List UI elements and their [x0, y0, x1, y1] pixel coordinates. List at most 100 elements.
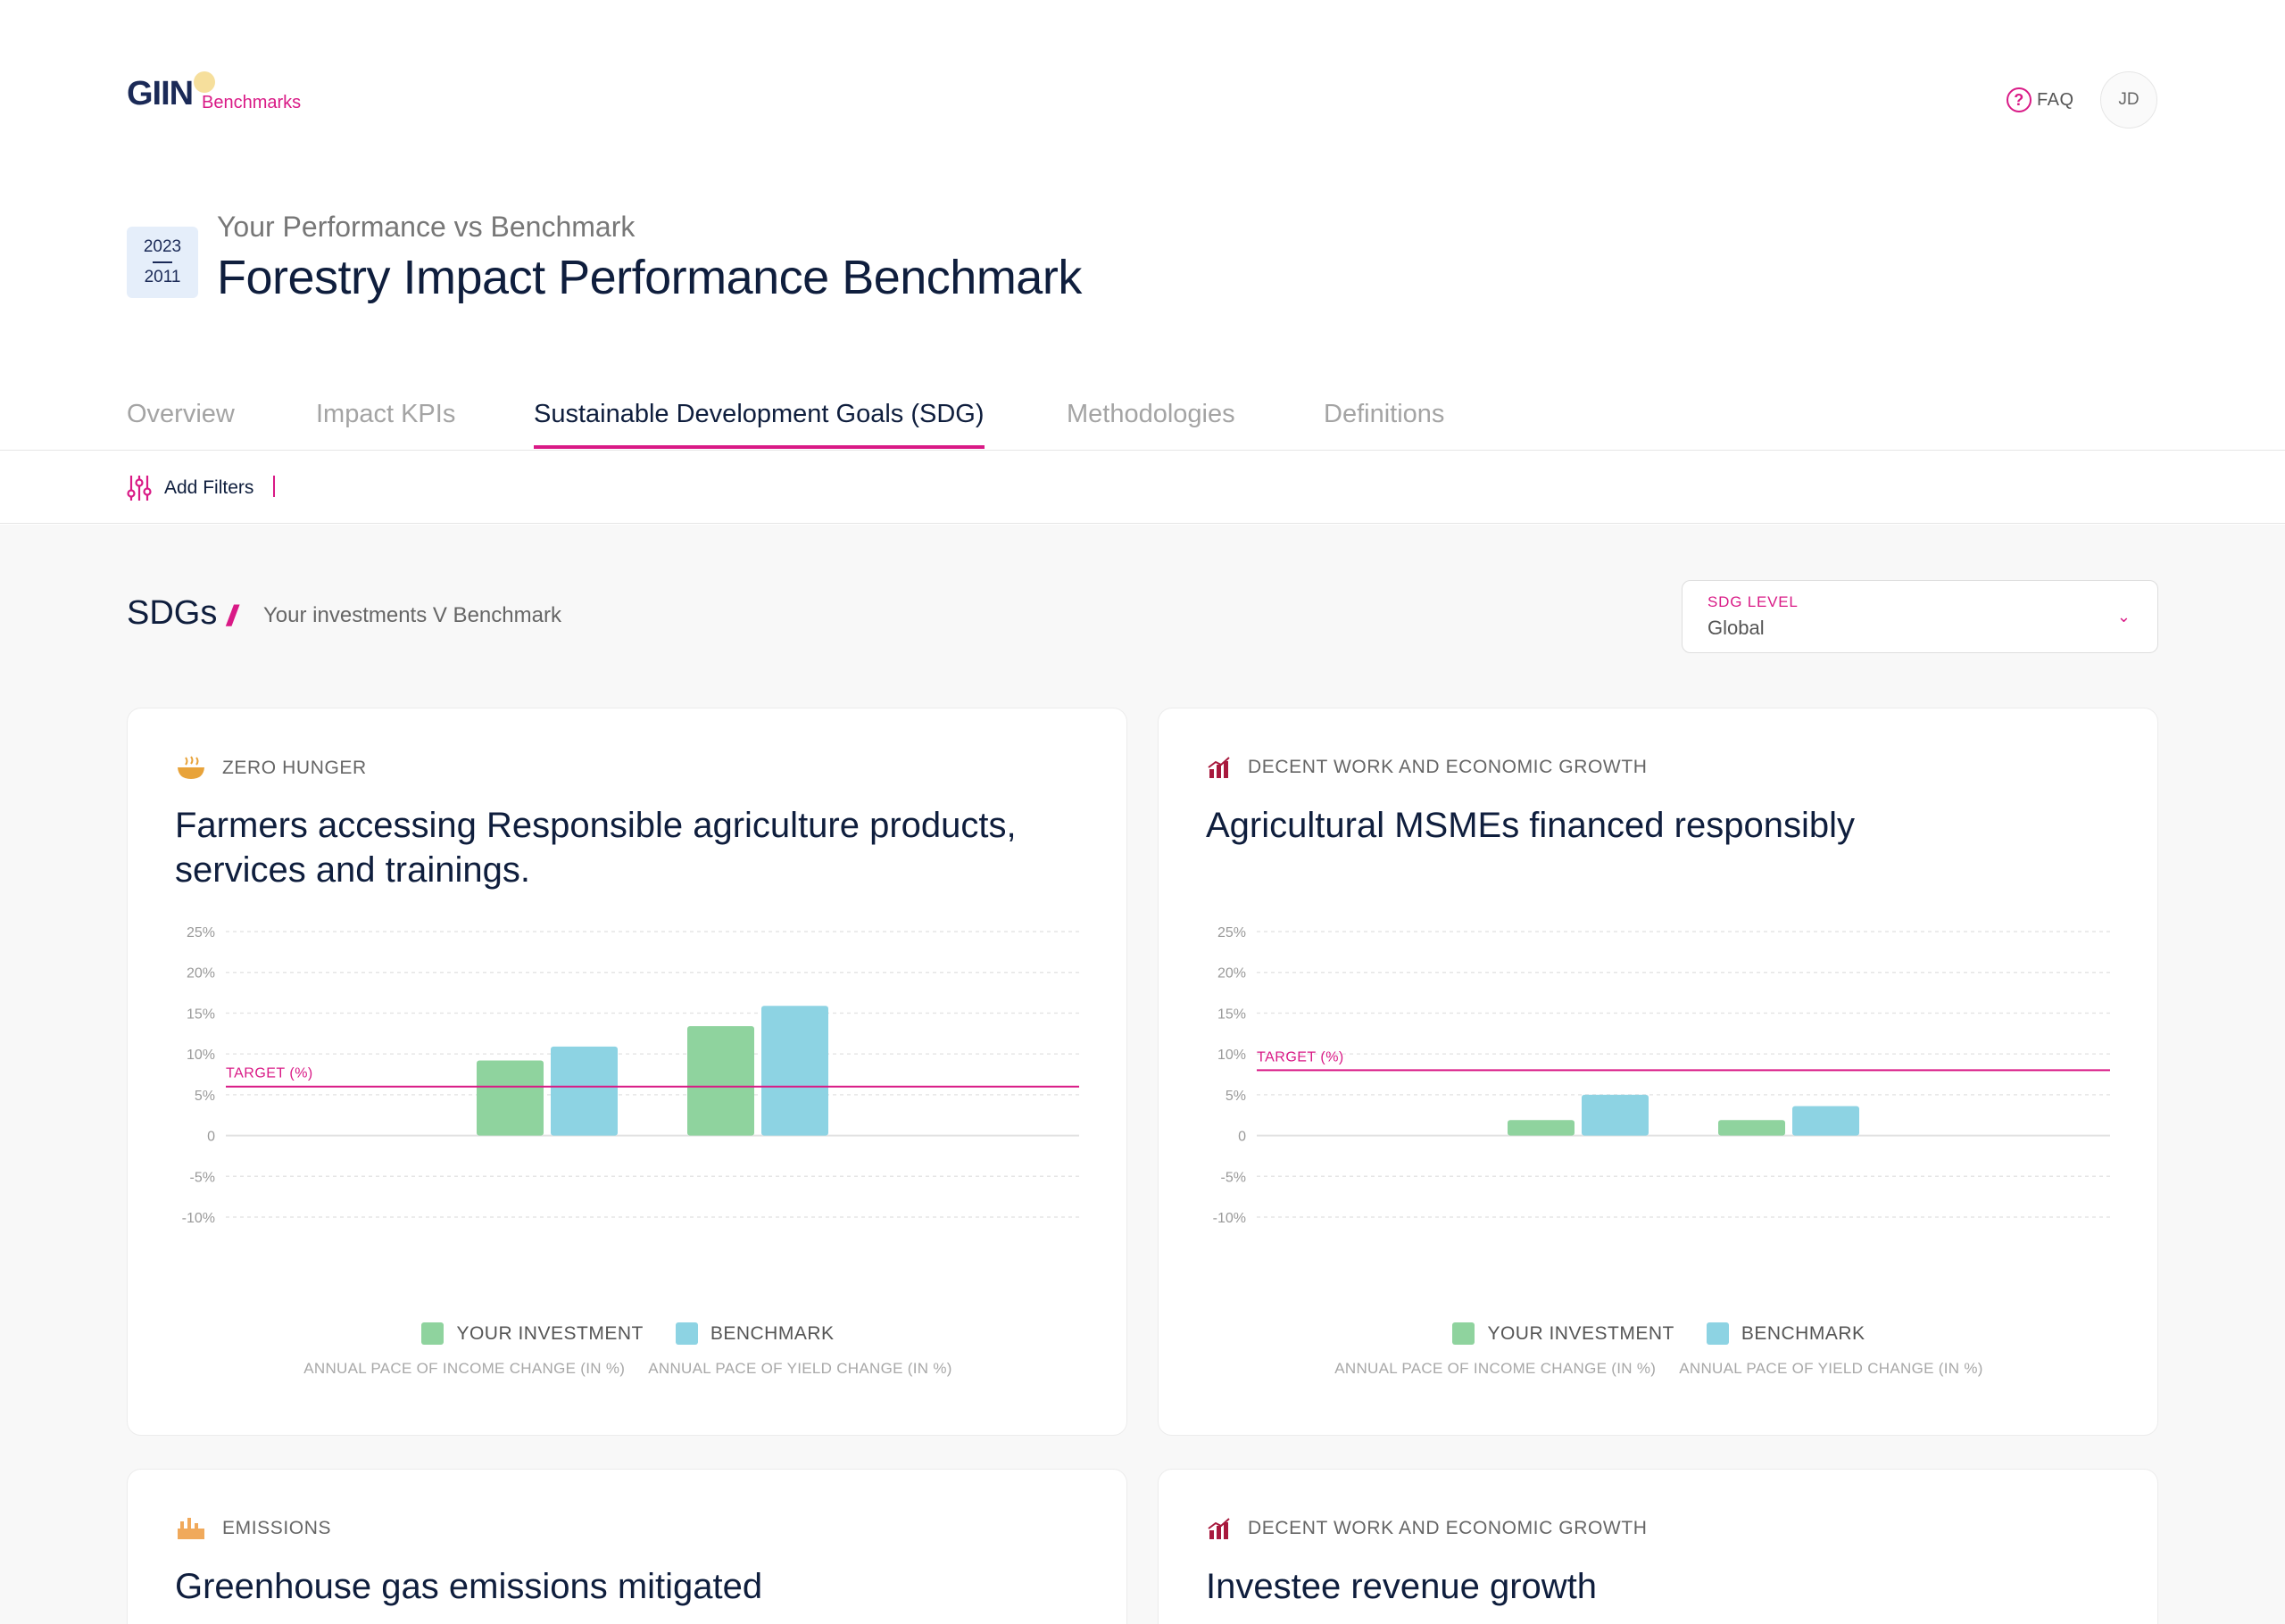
double-slash-icon: // — [227, 600, 237, 632]
chart-category-labels: ANNUAL PACE OF INCOME CHANGE (IN %) ANNU… — [128, 1360, 1128, 1378]
bowl-icon — [178, 756, 204, 779]
y-tick-label: -10% — [1213, 1211, 1246, 1226]
target-label: TARGET (%) — [226, 1066, 313, 1081]
y-tick-label: 15% — [1217, 1007, 1246, 1022]
bar-benchmark — [1792, 1106, 1859, 1136]
card-category: DECENT WORK AND ECONOMIC GROWTH — [1207, 1516, 1648, 1541]
bar-benchmark — [761, 1006, 828, 1136]
chart-legend: YOUR INVESTMENT BENCHMARK — [128, 1322, 1128, 1345]
legend-item-your-investment: YOUR INVESTMENT — [1452, 1322, 1674, 1345]
help-circle-icon: ? — [2007, 87, 2032, 112]
card-category: ZERO HUNGER — [176, 755, 367, 782]
card-title: Greenhouse gas emissions mitigated — [175, 1567, 763, 1606]
sliders-icon — [127, 476, 152, 501]
bar-chart: 25% 20% 15% 10% 5% 0 -5% -10% TARGET (%) — [1213, 925, 2110, 1226]
legend-label: YOUR INVESTMENT — [456, 1322, 644, 1344]
tab-bar: Overview Impact KPIs Sustainable Develop… — [0, 393, 2285, 451]
sdg-card: DECENT WORK AND ECONOMIC GROWTH Agricult… — [1158, 708, 2158, 1436]
tab-methodologies[interactable]: Methodologies — [1067, 400, 1235, 428]
tab-impact-kpis[interactable]: Impact KPIs — [316, 400, 456, 428]
chart-legend: YOUR INVESTMENT BENCHMARK — [1159, 1322, 2159, 1345]
y-tick-label: 0 — [207, 1130, 215, 1145]
target-label: TARGET (%) — [1257, 1049, 1344, 1065]
year-separator — [153, 261, 172, 263]
category-label: ANNUAL PACE OF YIELD CHANGE (IN %) — [1679, 1360, 1983, 1377]
section-subtitle: Your investments V Benchmark — [263, 603, 561, 627]
y-tick-label: -5% — [1221, 1170, 1246, 1185]
card-category-label: ZERO HUNGER — [222, 758, 367, 778]
year-range-badge: 2023 2011 — [127, 227, 198, 298]
y-tick-label: -10% — [182, 1211, 215, 1226]
card-title: Agricultural MSMEs financed responsibly — [1206, 806, 1855, 845]
logo-dot-icon — [194, 71, 215, 93]
legend-label: BENCHMARK — [1741, 1322, 1865, 1344]
filter-divider — [273, 476, 275, 497]
chevron-down-icon: ⌄ — [2116, 608, 2131, 626]
y-tick-label: 20% — [1217, 966, 1246, 982]
user-avatar[interactable]: JD — [2100, 71, 2157, 128]
tab-definitions[interactable]: Definitions — [1324, 400, 1445, 428]
growth-chart-icon — [1208, 1518, 1230, 1539]
bar-benchmark — [551, 1046, 618, 1136]
logo-sub: Benchmarks — [202, 93, 302, 112]
bar-your-investment — [1508, 1120, 1575, 1136]
sdg-level-value: Global — [1708, 617, 1765, 639]
sdg-level-select[interactable]: SDG LEVEL Global ⌄ — [1682, 580, 2158, 653]
sdg-card: EMISSIONS Greenhouse gas emissions mitig… — [127, 1469, 1127, 1624]
page-subtitle: Your Performance vs Benchmark — [217, 211, 636, 243]
y-tick-label: 10% — [187, 1048, 215, 1063]
sdg-level-label: SDG LEVEL — [1708, 593, 1799, 610]
y-tick-label: 5% — [195, 1089, 215, 1104]
chart-category-labels: ANNUAL PACE OF INCOME CHANGE (IN %) ANNU… — [1159, 1360, 2159, 1378]
tab-overview[interactable]: Overview — [127, 400, 235, 428]
logo-main: GIIN — [127, 75, 194, 112]
legend-item-your-investment: YOUR INVESTMENT — [421, 1322, 643, 1345]
app-header: GIIN Benchmarks ? FAQ JD 2023 2011 Your … — [0, 0, 2285, 298]
legend-swatch — [421, 1322, 445, 1345]
category-label: ANNUAL PACE OF YIELD CHANGE (IN %) — [648, 1360, 952, 1377]
y-tick-label: 25% — [1217, 925, 1246, 940]
add-filters-button[interactable]: Add Filters — [127, 474, 253, 502]
factory-icon — [178, 1518, 204, 1539]
year-bottom: 2011 — [144, 268, 181, 286]
legend-item-benchmark: BENCHMARK — [1706, 1322, 1865, 1345]
legend-label: YOUR INVESTMENT — [1487, 1322, 1674, 1344]
card-category: EMISSIONS — [176, 1516, 331, 1541]
tab-sdg[interactable]: Sustainable Development Goals (SDG) — [534, 400, 985, 449]
card-category-label: DECENT WORK AND ECONOMIC GROWTH — [1248, 1518, 1648, 1538]
card-category-label: EMISSIONS — [222, 1518, 332, 1538]
category-label: ANNUAL PACE OF INCOME CHANGE (IN %) — [303, 1360, 626, 1377]
page-title: Forestry Impact Performance Benchmark — [217, 251, 1082, 304]
add-filters-label: Add Filters — [164, 477, 254, 498]
y-tick-label: 20% — [187, 966, 215, 982]
growth-chart-icon — [1208, 757, 1230, 778]
main-content: SDGs // Your investments V Benchmark SDG… — [0, 525, 2285, 1624]
y-tick-label: 15% — [187, 1007, 215, 1022]
year-top: 2023 — [143, 237, 182, 256]
card-title: Investee revenue growth — [1206, 1567, 1598, 1606]
y-tick-label: 0 — [1238, 1130, 1246, 1145]
legend-swatch — [675, 1322, 698, 1345]
card-title: Farmers accessing Responsible agricultur… — [175, 806, 1017, 890]
bar-benchmark — [1582, 1094, 1649, 1136]
card-category: DECENT WORK AND ECONOMIC GROWTH — [1207, 755, 1648, 780]
faq-link[interactable]: ? FAQ — [2007, 87, 2074, 112]
faq-label: FAQ — [2037, 89, 2074, 110]
legend-label: BENCHMARK — [710, 1322, 835, 1344]
y-tick-label: 10% — [1217, 1048, 1246, 1063]
legend-swatch — [1452, 1322, 1475, 1345]
sdg-card: DECENT WORK AND ECONOMIC GROWTH Investee… — [1158, 1469, 2158, 1624]
y-tick-label: 5% — [1226, 1089, 1246, 1104]
bar-chart: 25% 20% 15% 10% 5% 0 -5% -10% TARGET (%) — [182, 925, 1079, 1226]
y-tick-label: 25% — [187, 925, 215, 940]
bar-your-investment — [1718, 1120, 1785, 1136]
card-category-label: DECENT WORK AND ECONOMIC GROWTH — [1248, 757, 1648, 777]
section-title: SDGs — [127, 594, 218, 632]
bar-your-investment — [687, 1026, 754, 1136]
legend-item-benchmark: BENCHMARK — [675, 1322, 835, 1345]
y-tick-label: -5% — [190, 1170, 215, 1185]
bar-your-investment — [477, 1060, 544, 1136]
legend-swatch — [1706, 1322, 1729, 1345]
category-label: ANNUAL PACE OF INCOME CHANGE (IN %) — [1334, 1360, 1657, 1377]
sdg-card: ZERO HUNGER Farmers accessing Responsibl… — [127, 708, 1127, 1436]
